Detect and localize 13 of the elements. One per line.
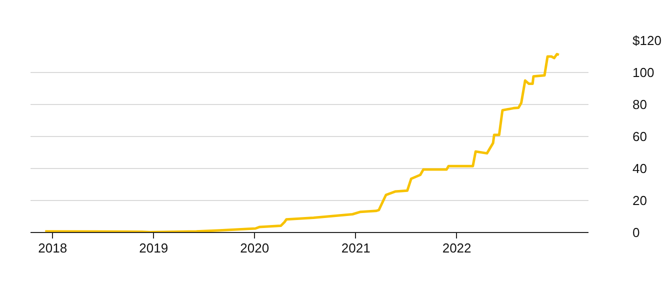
x-tick-label: 2018	[38, 240, 68, 256]
y-tick-label: $120	[632, 33, 662, 48]
x-tick-label: 2019	[139, 240, 168, 256]
y-tick-label: 80	[632, 97, 647, 112]
x-tick-label: 2020	[240, 240, 270, 256]
y-tick-label: 20	[632, 193, 647, 208]
y-tick-label: 0	[632, 225, 640, 240]
line-series	[44, 52, 560, 232]
x-tick-label: 2021	[341, 240, 370, 256]
y-tick-label: 40	[632, 161, 647, 176]
y-tick-label: 60	[632, 129, 647, 144]
y-tick-label: 100	[632, 65, 654, 80]
x-tick-label: 2022	[442, 240, 472, 256]
